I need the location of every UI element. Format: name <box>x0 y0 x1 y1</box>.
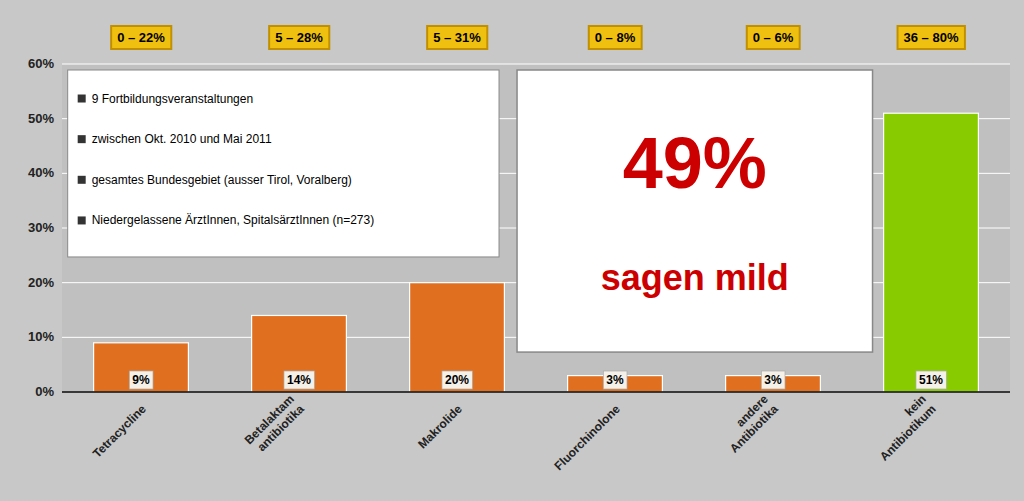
grid-line <box>62 64 1010 65</box>
bar <box>94 343 189 392</box>
x-tick: andereAntibiotika <box>717 392 781 456</box>
data-labels: 9% 14% 20% 3% 3% 51% <box>129 371 946 389</box>
notes-bullet <box>78 216 86 224</box>
callout-text: sagen mild <box>601 257 789 298</box>
range-label: 36 – 80% <box>904 30 959 45</box>
data-label: 14% <box>287 373 311 387</box>
range-label: 0 – 6% <box>753 30 794 45</box>
x-tick-label-line: Tetracycline <box>90 402 149 461</box>
y-tick-label: 50% <box>28 111 54 126</box>
data-label-box <box>603 371 627 389</box>
x-tick: Tetracycline <box>90 402 149 461</box>
background <box>0 0 1024 501</box>
notes-bullet <box>78 95 86 103</box>
callout-number: 49% <box>623 123 767 203</box>
bar <box>410 283 505 392</box>
grid-line <box>62 392 1010 393</box>
x-tick-label-line: Fluorchinolone <box>552 402 623 473</box>
x-tick-label: andereAntibiotika <box>717 392 781 456</box>
x-tick-label-line: Antibiotikum <box>877 402 939 464</box>
x-tick: Fluorchinolone <box>552 402 623 473</box>
range-label-box <box>269 26 329 49</box>
data-label: 9% <box>132 373 150 387</box>
notes-bullet <box>78 176 86 184</box>
x-tick: Betalaktamantibiotika <box>242 392 307 457</box>
x-tick: keinAntibiotikum <box>867 392 939 464</box>
data-label-group: 20% <box>442 371 472 389</box>
data-label-box <box>442 371 472 389</box>
data-label: 51% <box>919 373 943 387</box>
callout-box: 49% sagen mild <box>517 70 873 352</box>
grid <box>62 64 1010 392</box>
x-tick-label-line: antibiotika <box>254 402 307 455</box>
range-label: 5 – 28% <box>275 30 323 45</box>
range-label: 0 – 8% <box>595 30 636 45</box>
notes-bullet <box>78 135 86 143</box>
data-label: 3% <box>606 373 624 387</box>
note: zwischen Okt. 2010 und Mai 2011 <box>92 132 272 146</box>
range-label-box <box>747 26 800 49</box>
x-tick-label-line: Makrolide <box>415 402 465 452</box>
x-tick: Makrolide <box>415 402 465 452</box>
y-tick-label: 60% <box>28 56 54 71</box>
data-label-group: 9% <box>129 371 153 389</box>
data-label-box <box>916 371 946 389</box>
notes-frame <box>68 70 499 257</box>
y-tick-label: 40% <box>28 165 54 180</box>
range-label: 5 – 31% <box>433 30 481 45</box>
callout-frame <box>517 70 873 352</box>
bar <box>884 113 979 392</box>
y-tick-label: 20% <box>28 275 54 290</box>
range-label-box <box>898 26 965 49</box>
data-label-group: 51% <box>916 371 946 389</box>
y-axis: 0% 10% 20% 30% 40% 50% 60% <box>28 56 54 399</box>
data-label-group: 3% <box>603 371 627 389</box>
range-label-group: 0 – 6% <box>747 26 800 49</box>
y-tick-label: 10% <box>28 329 54 344</box>
range-label-box <box>589 26 642 49</box>
note: Niedergelassene ÄrztInnen, SpitalsärztIn… <box>92 213 375 227</box>
data-label: 20% <box>445 373 469 387</box>
x-tick-label: Fluorchinolone <box>552 402 623 473</box>
range-label-group: 36 – 80% <box>898 26 965 49</box>
x-axis: Tetracycline Betalaktamantibiotika Makroli… <box>90 392 939 473</box>
x-tick-label: keinAntibiotikum <box>867 392 939 464</box>
range-label-group: 0 – 22% <box>111 26 171 49</box>
data-label: 3% <box>764 373 782 387</box>
chart: 0% 10% 20% 30% 40% 50% 60% Tetracycline Betalakt… <box>0 0 1024 501</box>
data-label-box <box>761 371 785 389</box>
range-label: 0 – 22% <box>117 30 165 45</box>
data-label-box <box>284 371 314 389</box>
y-tick-label: 30% <box>28 220 54 235</box>
x-tick-label: Makrolide <box>415 402 465 452</box>
y-tick-label: 0% <box>35 384 54 399</box>
range-label-box <box>427 26 487 49</box>
note: gesamtes Bundesgebiet (ausser Tirol, Vor… <box>92 173 352 187</box>
range-label-box <box>111 26 171 49</box>
note: 9 Fortbildungsveranstaltungen <box>92 92 253 106</box>
x-tick-label-line: Antibiotika <box>727 402 781 456</box>
plot-area <box>62 64 1010 392</box>
range-label-group: 5 – 31% <box>427 26 487 49</box>
data-label-group: 14% <box>284 371 314 389</box>
range-label-group: 0 – 8% <box>589 26 642 49</box>
x-axis-line <box>62 391 1010 393</box>
bar <box>252 315 347 392</box>
range-labels: 0 – 22% 5 – 28% 5 – 31% 0 – 8% 0 – 6% 36 – 80… <box>111 26 965 49</box>
x-tick-label: Betalaktamantibiotika <box>242 392 307 457</box>
x-tick-label: Tetracycline <box>90 402 149 461</box>
range-label-group: 5 – 28% <box>269 26 329 49</box>
notes-box: 9 Fortbildungsveranstaltungen zwischen Ok… <box>68 70 499 257</box>
data-label-box <box>129 371 153 389</box>
data-label-group: 3% <box>761 371 785 389</box>
